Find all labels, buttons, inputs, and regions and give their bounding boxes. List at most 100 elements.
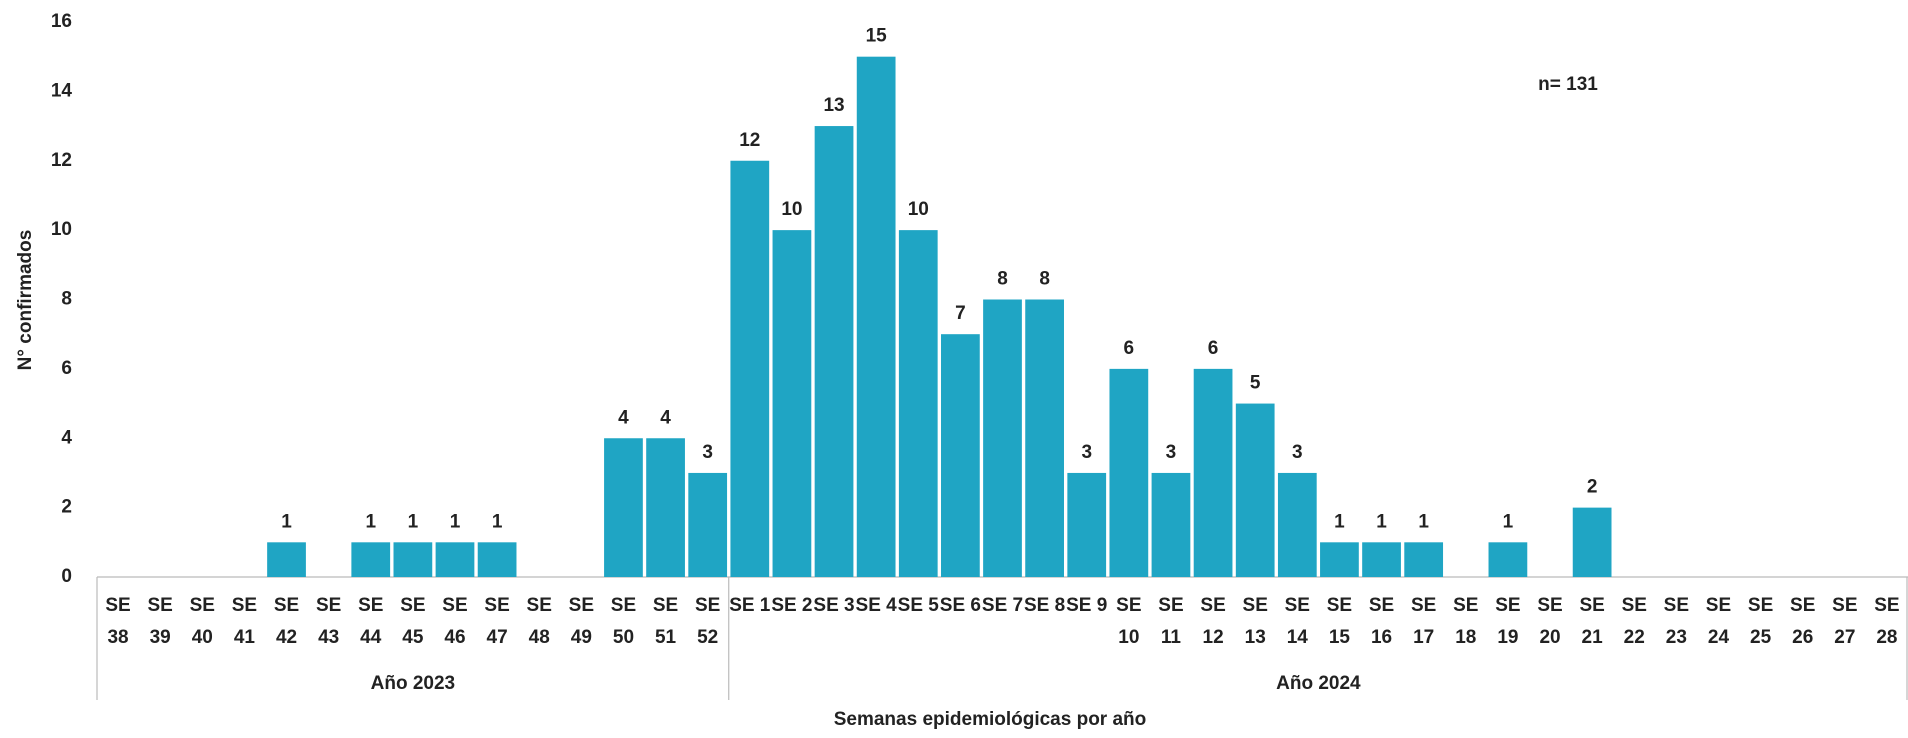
- bar: [351, 542, 391, 577]
- bar: [730, 160, 770, 577]
- bar: [1320, 542, 1359, 577]
- data-label: 10: [908, 199, 929, 220]
- x-tick-label: SE 25: [1748, 595, 1773, 648]
- bar: [1488, 542, 1528, 577]
- x-tick-label: SE 46: [442, 595, 467, 648]
- y-tick-label: 10: [51, 219, 72, 240]
- data-label: 1: [365, 511, 376, 532]
- y-axis-title: N° confirmados: [15, 230, 36, 371]
- y-tick-label: 2: [61, 497, 72, 518]
- x-tick-label: SE 23: [1664, 595, 1689, 648]
- bar: [1025, 299, 1064, 577]
- x-tick-label: SE 1: [729, 595, 771, 616]
- data-label: 10: [781, 199, 802, 220]
- bar: [1109, 368, 1149, 577]
- x-tick-label: SE 5: [898, 595, 940, 616]
- x-axis-title: Semanas epidemiológicas por año: [834, 709, 1147, 730]
- bar: [1193, 368, 1233, 577]
- x-tick-label: SE 51: [653, 595, 678, 648]
- x-tick-label: SE 45: [400, 595, 425, 648]
- x-tick-label: SE 26: [1790, 595, 1815, 648]
- x-tick-label: SE 19: [1495, 595, 1520, 648]
- x-tick-label: SE 52: [695, 595, 720, 648]
- bar: [477, 542, 517, 577]
- x-tick-label: SE 50: [611, 595, 636, 648]
- x-tick-label: SE 17: [1411, 595, 1436, 648]
- x-tick-label: SE 24: [1706, 595, 1731, 648]
- x-tick-label: SE 10: [1116, 595, 1141, 648]
- x-tick-label: SE 3: [813, 595, 854, 616]
- y-tick-label: 14: [51, 80, 73, 101]
- data-label: 1: [408, 511, 419, 532]
- data-label: 1: [1334, 511, 1345, 532]
- x-tick-label: SE 9: [1066, 595, 1107, 616]
- y-tick-label: 8: [61, 289, 72, 310]
- bar: [983, 299, 1022, 577]
- data-label: 5: [1250, 373, 1261, 394]
- y-tick-label: 12: [51, 150, 72, 171]
- x-tick-label: SE 2: [771, 595, 812, 616]
- data-label: 8: [997, 269, 1008, 290]
- x-tick-label: SE 15: [1327, 595, 1352, 648]
- data-label: 8: [1039, 269, 1050, 290]
- bar: [772, 230, 812, 577]
- bar: [393, 542, 433, 577]
- data-label: 1: [1503, 511, 1514, 532]
- bar: [941, 334, 980, 577]
- bar: [1572, 507, 1612, 577]
- x-tick-label: SE 27: [1832, 595, 1857, 648]
- x-tick-label: SE 4: [856, 595, 898, 616]
- bar: [1404, 542, 1444, 577]
- data-label: 6: [1124, 338, 1135, 359]
- x-tick-label: SE 38: [105, 595, 130, 648]
- data-label: 3: [1292, 442, 1303, 463]
- data-label: 7: [955, 303, 966, 324]
- data-label: 6: [1208, 338, 1219, 359]
- bar: [1362, 542, 1401, 577]
- x-tick-label: SE 11: [1158, 595, 1183, 648]
- x-tick-label: SE 13: [1243, 595, 1268, 648]
- x-tick-label: SE 41: [232, 595, 257, 648]
- group-label: Año 2023: [371, 673, 455, 694]
- data-label: 1: [492, 511, 503, 532]
- data-label: 1: [450, 511, 461, 532]
- x-tick-label: SE 8: [1024, 595, 1065, 616]
- x-tick-label: SE 16: [1369, 595, 1394, 648]
- data-label: 15: [866, 26, 888, 47]
- x-tick-label: SE 18: [1453, 595, 1478, 648]
- y-tick-label: 16: [51, 11, 72, 32]
- bar: [688, 472, 728, 577]
- data-label: 1: [281, 511, 292, 532]
- x-tick-label: SE 39: [147, 595, 172, 648]
- data-label: 13: [823, 95, 844, 116]
- bar: [898, 230, 938, 577]
- annotation: n= 131: [1538, 74, 1598, 95]
- x-tick-label: SE 20: [1537, 595, 1562, 648]
- bar: [267, 542, 306, 577]
- data-label: 12: [739, 130, 760, 151]
- x-tick-label: SE 49: [569, 595, 594, 648]
- data-label: 3: [702, 442, 713, 463]
- x-tick-label: SE 21: [1579, 595, 1604, 648]
- data-label: 4: [618, 407, 629, 428]
- data-label: 1: [1376, 511, 1387, 532]
- x-tick-label: SE 22: [1622, 595, 1647, 648]
- data-label: 1: [1418, 511, 1429, 532]
- x-tick-label: SE 43: [316, 595, 341, 648]
- x-tick-label: SE 48: [527, 595, 552, 648]
- group-label: Año 2024: [1276, 673, 1361, 694]
- data-label: 3: [1081, 442, 1092, 463]
- x-tick-label: SE 44: [358, 595, 383, 648]
- y-tick-label: 4: [61, 427, 72, 448]
- x-tick-label: SE 47: [484, 595, 509, 648]
- bar: [1151, 472, 1191, 577]
- data-label: 2: [1587, 477, 1598, 498]
- y-tick-label: 6: [61, 358, 72, 379]
- bar: [604, 438, 643, 577]
- bar: [1067, 472, 1107, 577]
- bar: [856, 56, 896, 577]
- x-tick-label: SE 42: [274, 595, 299, 648]
- data-label: 3: [1166, 442, 1177, 463]
- x-tick-label: SE 6: [940, 595, 981, 616]
